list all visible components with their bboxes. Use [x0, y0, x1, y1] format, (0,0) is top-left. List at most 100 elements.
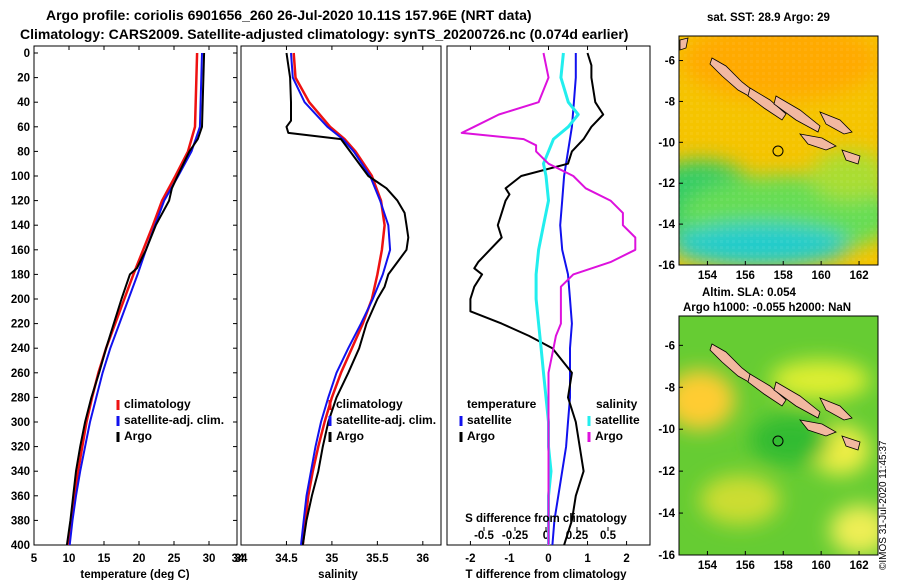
- map-lon-label: 154: [698, 270, 718, 282]
- depth-tick-label: 260: [11, 368, 30, 380]
- depth-tick-label: 320: [11, 442, 30, 454]
- map-lat-label: -6: [665, 340, 675, 352]
- sla-island-2: [747, 373, 787, 407]
- series-line-climatology: [67, 52, 199, 545]
- salinity-panel: 34 34.5 35 35.5 36 salinity climatology sate…: [235, 45, 442, 580]
- depth-tick-label: 140: [11, 220, 30, 232]
- legend-label-climatology: climatology: [124, 397, 191, 411]
- series-line-satellite-adj-clim-: [290, 52, 392, 545]
- x-tick-label: 0: [545, 553, 551, 565]
- sla-yellow-patch-4: [700, 475, 780, 525]
- depth-tick-label: 220: [11, 319, 30, 331]
- salinity-lines: [285, 52, 410, 545]
- x-tick-label: 35: [326, 553, 339, 565]
- sdiff-tick-label: 0.25: [566, 530, 589, 542]
- difference-legend: temperature satellite Argo salinity sate…: [459, 397, 640, 443]
- diff-legend-temp-satellite: satellite: [467, 413, 512, 427]
- map-lat-label: -6: [665, 56, 675, 68]
- series-line-salinity-argo: [460, 52, 637, 545]
- sla-map-title-line1: Altim. SLA: 0.054: [702, 287, 796, 299]
- depth-tick-label: 300: [11, 417, 30, 429]
- depth-tick-label: 80: [17, 146, 30, 158]
- difference-x-axis: -2 -1 0 1 2: [465, 46, 630, 565]
- sla-map-frame: [678, 315, 879, 556]
- sdiff-tick-label: -0.5: [474, 530, 494, 542]
- sst-island-6: [841, 149, 861, 165]
- diff-legend-sal-argo: Argo: [595, 429, 623, 443]
- depth-tick-label: 340: [11, 466, 30, 478]
- sst-island-4: [799, 133, 837, 151]
- sal-legend-label-satellite: satellite-adj. clim.: [336, 413, 436, 427]
- map-lat-label: -10: [658, 424, 675, 436]
- map-lon-label: 162: [849, 270, 868, 282]
- x-tick-label: 15: [98, 553, 111, 565]
- sla-island-3: [773, 381, 821, 419]
- sdiff-tick-label: 0: [543, 530, 549, 542]
- depth-tick-label: 280: [11, 392, 30, 404]
- sdiff-tick-label: -0.25: [502, 530, 529, 542]
- depth-tick-label: 200: [11, 294, 30, 306]
- sst-island-nw: [679, 37, 689, 51]
- x-tick-label: 30: [203, 553, 216, 565]
- sst-island-5: [819, 111, 853, 135]
- depth-tick-label: 180: [11, 269, 30, 281]
- diff-legend-salinity-heading: salinity: [596, 397, 638, 411]
- sst-island-2: [747, 87, 787, 121]
- x-tick-label: 35.5: [366, 553, 389, 565]
- map-lon-label: 156: [736, 270, 755, 282]
- depth-tick-label: 360: [11, 491, 30, 503]
- temperature-lines: [65, 52, 206, 545]
- salinity-x-axis: 34 34.5 35 35.5 36: [235, 46, 429, 565]
- temperature-legend: climatology satellite-adj. clim. Argo: [116, 397, 224, 443]
- figure-title-line1: Argo profile: coriolis 6901656_260 26-Ju…: [46, 7, 532, 23]
- sla-map-title-line2: Argo h1000: -0.055 h2000: NaN: [683, 302, 852, 314]
- sla-yellow-patch-1: [679, 370, 735, 430]
- sst-map: 154 156 158 160 162 -6 -8 -10 -12 -14 -16: [658, 35, 879, 282]
- sdiff-tick-label: 0.5: [600, 530, 617, 542]
- sla-argo-location-marker: [772, 435, 784, 447]
- map-lat-label: -14: [658, 219, 675, 231]
- sal-legend-label-climatology: climatology: [336, 397, 403, 411]
- sla-island-5: [819, 397, 853, 421]
- map-lon-label: 156: [736, 560, 755, 572]
- salinity-xlabel: salinity: [318, 569, 358, 580]
- temperature-panel: 0204060801001201401601802002202402602803…: [11, 45, 650, 580]
- sla-map-axes: 154 156 158 160 162 -6 -8 -10 -12 -14 -16: [658, 340, 868, 572]
- sst-island-3: [773, 95, 821, 133]
- map-lat-label: -14: [658, 508, 675, 520]
- series-line-temperature-argo: [469, 52, 605, 545]
- x-tick-label: 34: [235, 553, 248, 565]
- depth-tick-label: 60: [17, 122, 30, 134]
- depth-tick-label: 380: [11, 515, 30, 527]
- depth-tick-label: 100: [11, 171, 30, 183]
- sst-map-title: sat. SST: 28.9 Argo: 29: [707, 12, 830, 24]
- depth-tick-label: 120: [11, 196, 30, 208]
- diff-legend-temp-argo: Argo: [467, 429, 495, 443]
- sla-dark-patch: [750, 415, 830, 465]
- x-tick-label-edge: 34: [232, 553, 245, 565]
- figure-title-line2: Climatology: CARS2009. Satellite-adjuste…: [20, 26, 629, 42]
- sla-island-4: [799, 419, 837, 437]
- depth-tick-label: 400: [11, 540, 30, 552]
- x-tick-label: -2: [465, 553, 475, 565]
- x-tick-label: 5: [31, 553, 38, 565]
- sst-islands: [679, 37, 861, 165]
- sla-island-6: [841, 435, 861, 451]
- sla-islands: [709, 343, 861, 451]
- depth-tick-label: 0: [24, 48, 30, 60]
- salinity-legend: climatology satellite-adj. clim. Argo: [328, 397, 436, 443]
- difference-panel: -2 -1 0 1 2 -0.5 -0.25 0 0.25 0.5 T difference f…: [446, 45, 651, 580]
- map-lon-label: 158: [774, 560, 794, 572]
- diff-legend-sal-satellite: satellite: [595, 413, 640, 427]
- map-lat-label: -12: [658, 466, 675, 478]
- legend-label-satellite: satellite-adj. clim.: [124, 413, 224, 427]
- sst-argo-location-marker: [772, 145, 784, 157]
- sst-pixel-texture: [679, 36, 878, 265]
- map-lon-label: 162: [849, 560, 868, 572]
- sst-map-frame: [678, 35, 879, 266]
- depth-tick-label: 240: [11, 343, 30, 355]
- series-line-argo: [285, 52, 410, 545]
- x-tick-label: 34.5: [275, 553, 298, 565]
- map-lon-label: 160: [812, 270, 831, 282]
